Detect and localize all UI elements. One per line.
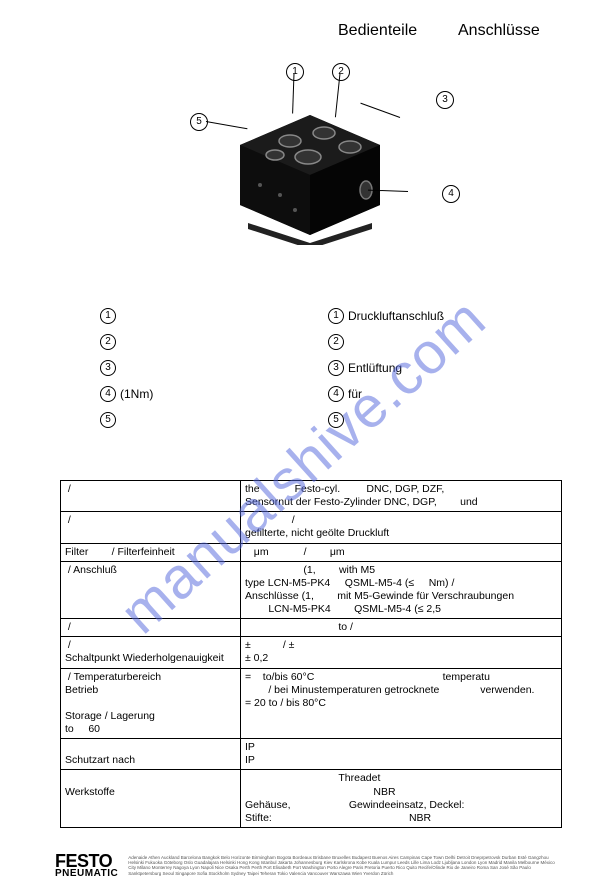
- legendB-num-1: 1: [328, 308, 344, 324]
- legendB-num-5: 5: [328, 412, 344, 428]
- table-cell-0-1: the Festo-cyl. DNC, DGP, DZF, Sensornut …: [241, 481, 561, 511]
- legendB-text-4: für: [348, 387, 362, 401]
- table-row-4: / to /: [61, 618, 561, 636]
- legendB-num-3: 3: [328, 360, 344, 376]
- table-cell-7-0: Schutzart nach: [61, 739, 241, 769]
- table-cell-5-0: / Schaltpunkt Wiederholgenauigkeit: [61, 637, 241, 667]
- table-row-6: / Temperaturbereich Betrieb Storage / La…: [61, 668, 561, 739]
- legendB-num-4: 4: [328, 386, 344, 402]
- callout-4: 4: [442, 185, 460, 203]
- legendB-text-3: Entlüftung: [348, 361, 402, 375]
- table-cell-1-0: /: [61, 512, 241, 542]
- legendB-row-2: 2: [328, 328, 588, 354]
- table-cell-4-1: to /: [241, 619, 561, 636]
- legendA-row-1: 1: [100, 302, 300, 328]
- spec-table: / the Festo-cyl. DNC, DGP, DZF, Sensornu…: [60, 480, 562, 828]
- callout-3: 3: [436, 91, 454, 109]
- footer-logo: FESTO PNEUMATIC: [55, 853, 118, 878]
- table-cell-3-0: / Anschluß: [61, 562, 241, 619]
- legendB-num-2: 2: [328, 334, 344, 350]
- legendB-row-4: 4 für: [328, 380, 588, 406]
- table-cell-2-1: μm / μm: [241, 544, 561, 561]
- callout-2: 2: [332, 63, 350, 81]
- table-row-5: / Schaltpunkt Wiederholgenauigkeit± / ± …: [61, 636, 561, 667]
- table-cell-7-1: IP IP: [241, 739, 561, 769]
- legendB-text-1: Druckluftanschluß: [348, 309, 444, 323]
- legendA-text-4: (1Nm): [120, 387, 153, 401]
- legendA-row-4: 4 (1Nm): [100, 380, 300, 406]
- legendA-num-5: 5: [100, 412, 116, 428]
- table-cell-1-1: / gefilterte, nicht geölte Druckluft: [241, 512, 561, 542]
- legendA-num-3: 3: [100, 360, 116, 376]
- logo-bottom: PNEUMATIC: [55, 869, 118, 878]
- table-cell-0-0: /: [61, 481, 241, 511]
- header-right: Anschlüsse: [458, 22, 540, 40]
- table-cell-3-1: (1, with M5 type LCN-M5-PK4 QSML-M5-4 (≤…: [241, 562, 561, 619]
- table-cell-6-0: / Temperaturbereich Betrieb Storage / La…: [61, 669, 241, 739]
- table-cell-8-1: Threadet NBR Gehäuse, Gewindeeinsatz, De…: [241, 770, 561, 827]
- legendB-row-5: 5: [328, 406, 588, 432]
- legendA-num-1: 1: [100, 308, 116, 324]
- table-row-7: Schutzart nachIP IP: [61, 738, 561, 769]
- legendA-num-2: 2: [100, 334, 116, 350]
- legendA-row-2: 2: [100, 328, 300, 354]
- footer-cities: Adenaide Athen Auckland Barcelona Bangko…: [128, 855, 555, 877]
- legendB-row-1: 1 Druckluftanschluß: [328, 302, 588, 328]
- legendA-row-5: 5: [100, 406, 300, 432]
- table-row-2: Filter / Filterfeinheit μm / μm: [61, 543, 561, 561]
- legendA-row-3: 3: [100, 354, 300, 380]
- footer: FESTO PNEUMATIC Adenaide Athen Auckland …: [55, 853, 555, 878]
- legendB-row-3: 3 Entlüftung: [328, 354, 588, 380]
- table-row-1: / / gefilterte, nicht geölte Druckluft: [61, 511, 561, 542]
- table-cell-5-1: ± / ± ± 0,2: [241, 637, 561, 667]
- callout-1: 1: [286, 63, 304, 81]
- legendA-num-4: 4: [100, 386, 116, 402]
- legend-col-b: 1 Druckluftanschluß 2 3 Entlüftung 4 für 5: [328, 302, 588, 432]
- table-row-0: / the Festo-cyl. DNC, DGP, DZF, Sensornu…: [61, 481, 561, 511]
- table-cell-8-0: Werkstoffe: [61, 770, 241, 827]
- table-cell-4-0: /: [61, 619, 241, 636]
- table-row-3: / Anschluß (1, with M5 type LCN-M5-PK4 Q…: [61, 561, 561, 619]
- legend-col-a: 1 2 3 4 (1Nm) 5: [100, 302, 300, 432]
- table-cell-2-0: Filter / Filterfeinheit: [61, 544, 241, 561]
- part-figure: 12345: [160, 55, 460, 275]
- table-cell-6-1: = to/bis 60°C temperatu / bei Minustempe…: [241, 669, 561, 739]
- logo-top: FESTO: [55, 853, 118, 869]
- part-svg: [220, 95, 400, 245]
- header-left: Bedienteile: [338, 22, 417, 40]
- table-row-8: Werkstoffe Threadet NBR Gehäuse, Gewinde…: [61, 769, 561, 827]
